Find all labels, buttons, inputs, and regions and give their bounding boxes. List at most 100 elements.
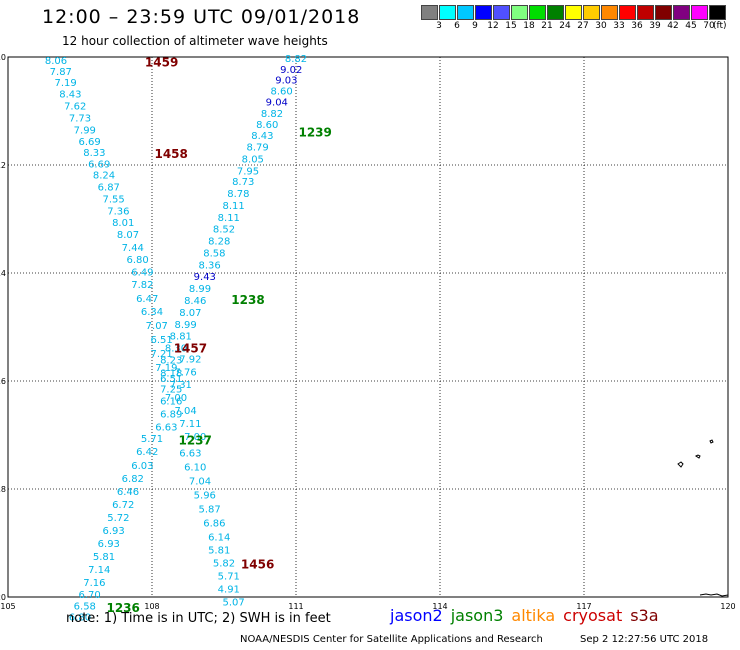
color-scale-swatch bbox=[709, 5, 726, 20]
wave-height-value: 6.82 bbox=[122, 474, 144, 485]
color-scale-swatch bbox=[601, 5, 618, 20]
color-scale-swatch bbox=[619, 5, 636, 20]
wave-height-value: 8.11 bbox=[222, 201, 244, 212]
wave-height-value: 6.16 bbox=[160, 396, 182, 407]
axis-labels: 10 12 14 16 18 20105 108 111 114 117 120 bbox=[0, 53, 736, 611]
wave-height-value: 7.14 bbox=[88, 565, 110, 576]
wave-height-value: 6.80 bbox=[69, 612, 91, 623]
color-scale-legend: (ft) 3 6 9 12 15 18 21 24 27 30 33 36 39 42 45 70 bbox=[421, 5, 727, 35]
wave-height-value: 8.82 bbox=[285, 54, 307, 65]
wave-height-value: 7.11 bbox=[179, 419, 201, 430]
mission-legend-item: s3a bbox=[630, 606, 659, 625]
wave-height-value: 8.60 bbox=[256, 120, 278, 131]
wave-height-value: 9.03 bbox=[275, 76, 297, 87]
wave-height-value: 7.76 bbox=[174, 367, 196, 378]
island-shape bbox=[709, 439, 714, 444]
wave-height-value: 7.55 bbox=[102, 194, 124, 205]
wave-height-value: 6.70 bbox=[78, 590, 100, 601]
color-scale-swatch bbox=[511, 5, 528, 20]
wave-height-value: 6.93 bbox=[98, 539, 120, 550]
wave-height-value: 9.02 bbox=[280, 65, 302, 76]
color-scale-swatch bbox=[421, 5, 438, 20]
lon-tick-label: 105 bbox=[0, 602, 15, 611]
wave-height-value: 8.79 bbox=[246, 143, 268, 154]
color-scale-labels: (ft) 3 6 9 12 15 18 21 24 27 30 33 36 39 42 45 70 bbox=[421, 21, 727, 35]
mission-legend-item: cryosat bbox=[563, 606, 623, 625]
wave-height-value: 6.69 bbox=[78, 137, 100, 148]
wave-height-value: 7.00 bbox=[165, 393, 187, 404]
wave-height-value: 8.36 bbox=[198, 260, 220, 271]
wave-height-value: 8.07 bbox=[117, 230, 139, 241]
wave-height-value: 4.91 bbox=[218, 584, 240, 595]
map-frame bbox=[7, 56, 729, 598]
wave-height-value: 6.80 bbox=[126, 255, 148, 266]
wave-height-value: 8.78 bbox=[227, 189, 249, 200]
lon-tick-label: 120 bbox=[720, 602, 735, 611]
wave-height-value: 6.93 bbox=[102, 526, 124, 537]
wave-height-value: 8.73 bbox=[232, 177, 254, 188]
wave-height-value: 5.87 bbox=[198, 504, 220, 515]
wave-height-value: 5.96 bbox=[194, 490, 216, 501]
wave-height-value: 6.72 bbox=[112, 500, 134, 511]
wave-height-value: 8.43 bbox=[59, 90, 81, 101]
wave-height-value: 8.30 bbox=[165, 344, 187, 355]
color-scale-label: 6 bbox=[454, 21, 460, 31]
credit-line: NOAA/NESDIS Center for Satellite Applica… bbox=[240, 634, 543, 645]
wave-height-value: 6.10 bbox=[184, 462, 206, 473]
wave-height-value: 8.01 bbox=[112, 218, 134, 229]
lon-tick-label: 114 bbox=[432, 602, 447, 611]
lon-tick-label: 111 bbox=[288, 602, 303, 611]
map-title: 12:00 – 23:59 UTC 09/01/2018 bbox=[42, 6, 361, 28]
wave-height-value: 6.89 bbox=[160, 409, 182, 420]
wave-height-value: 8.52 bbox=[213, 225, 235, 236]
map-grid bbox=[7, 56, 729, 598]
pass-time-label: 1237 bbox=[178, 433, 211, 447]
wave-height-value: 8.58 bbox=[203, 248, 225, 259]
wave-height-value: 7.00 bbox=[184, 432, 206, 443]
wave-height-value: 5.81 bbox=[208, 545, 230, 556]
wave-height-value: 6.47 bbox=[136, 294, 158, 305]
wave-height-value: 6.63 bbox=[155, 422, 177, 433]
color-scale-label: 27 bbox=[577, 21, 589, 31]
color-scale-label: 30 bbox=[595, 21, 607, 31]
color-scale-swatch bbox=[529, 5, 546, 20]
color-scale-swatch bbox=[583, 5, 600, 20]
color-scale-swatch bbox=[637, 5, 654, 20]
wave-height-value: 7.36 bbox=[107, 206, 129, 217]
color-scale-label: 18 bbox=[523, 21, 535, 31]
wave-height-value: 5.81 bbox=[93, 552, 115, 563]
color-scale-label: 70 bbox=[703, 21, 715, 31]
mission-legend-item: jason2 bbox=[390, 606, 443, 625]
color-scale-label: 24 bbox=[559, 21, 571, 31]
color-scale-label: 36 bbox=[631, 21, 643, 31]
lat-tick-label: 16 bbox=[0, 377, 6, 386]
lat-tick-label: 12 bbox=[0, 161, 6, 170]
lat-tick-label: 10 bbox=[0, 53, 6, 62]
wave-height-value: 8.99 bbox=[189, 284, 211, 295]
wave-height-value: 8.18 bbox=[160, 368, 182, 379]
color-scale-unit: (ft) bbox=[713, 21, 727, 31]
wave-height-value: 8.28 bbox=[208, 237, 230, 248]
wave-height-value: 8.07 bbox=[179, 308, 201, 319]
island-shape bbox=[695, 454, 701, 459]
color-scale-swatch bbox=[457, 5, 474, 20]
wave-height-value: 8.82 bbox=[261, 109, 283, 120]
lat-tick-label: 20 bbox=[0, 593, 6, 602]
wave-height-value: 8.99 bbox=[174, 320, 196, 331]
wave-height-value: 7.44 bbox=[122, 243, 144, 254]
wave-height-value: 7.73 bbox=[69, 113, 91, 124]
wave-height-value: 8.11 bbox=[218, 213, 240, 224]
mission-legend-item: altika bbox=[511, 606, 556, 625]
wave-height-value: 7.95 bbox=[237, 166, 259, 177]
wave-height-value: 8.05 bbox=[242, 155, 264, 166]
wave-height-value: 6.03 bbox=[131, 461, 153, 472]
color-scale-swatch bbox=[673, 5, 690, 20]
wave-height-value: 5.71 bbox=[218, 571, 240, 582]
wave-height-value: 7.21 bbox=[150, 349, 172, 360]
color-scale-label: 42 bbox=[667, 21, 679, 31]
wave-height-value: 7.31 bbox=[170, 380, 192, 391]
wave-height-value: 8.81 bbox=[170, 332, 192, 343]
wave-height-value: 8.33 bbox=[83, 148, 105, 159]
wave-height-value: 7.07 bbox=[146, 321, 168, 332]
